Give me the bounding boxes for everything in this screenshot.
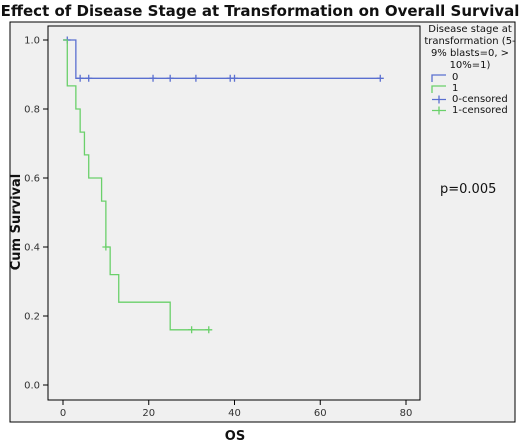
censor-marker-0 [76, 74, 84, 82]
censor-marker-1 [102, 243, 110, 251]
censor-marker-0 [85, 74, 93, 82]
x-tick-label: 80 [400, 408, 413, 419]
legend-label-1-censored: 1-censored [452, 105, 508, 116]
legend-entry-1: 1 [430, 83, 516, 94]
censor-marker-0 [192, 74, 200, 82]
censor-marker-1 [205, 326, 213, 334]
censor-marker-0 [231, 74, 238, 82]
legend-label-0-censored: 0-censored [452, 94, 508, 105]
y-tick-label: 0.4 [24, 243, 40, 254]
legend-entry-0-censored: 0-censored [430, 94, 516, 105]
plus-marker-icon [432, 95, 446, 104]
legend: Disease stage at transformation (5-9% bl… [424, 24, 516, 116]
x-tick-label: 60 [314, 408, 327, 419]
censor-marker-0 [149, 74, 157, 82]
y-tick-label: 0.2 [24, 312, 40, 323]
y-tick-label: 0.6 [24, 174, 40, 185]
censor-marker-1 [188, 326, 196, 334]
censor-marker-0 [376, 74, 384, 82]
legend-entry-0: 0 [430, 72, 516, 83]
p-value-annotation: p=0.005 [440, 182, 497, 197]
legend-entry-1-censored: 1-censored [430, 105, 516, 116]
plot-area [47, 25, 421, 401]
y-axis-label: Cum Survival [9, 174, 24, 271]
y-tick-label: 0.0 [24, 381, 40, 392]
legend-title: Disease stage at transformation (5-9% bl… [424, 24, 516, 71]
step-line-icon [431, 85, 446, 93]
censor-marker-0 [166, 74, 174, 82]
legend-label-0: 0 [452, 72, 459, 83]
plus-marker-icon [432, 106, 446, 115]
y-tick-label: 1.0 [24, 36, 40, 47]
x-tick-label: 40 [228, 408, 241, 419]
x-tick-label: 0 [60, 408, 66, 419]
step-line-icon [431, 74, 446, 82]
survival-curve-1 [63, 39, 209, 331]
chart-title: Effect of Disease Stage at Transformatio… [0, 2, 520, 20]
x-tick-label: 20 [142, 408, 155, 419]
legend-label-1: 1 [452, 83, 459, 94]
y-tick-label: 0.8 [24, 105, 40, 116]
x-axis-label: OS [225, 429, 245, 444]
